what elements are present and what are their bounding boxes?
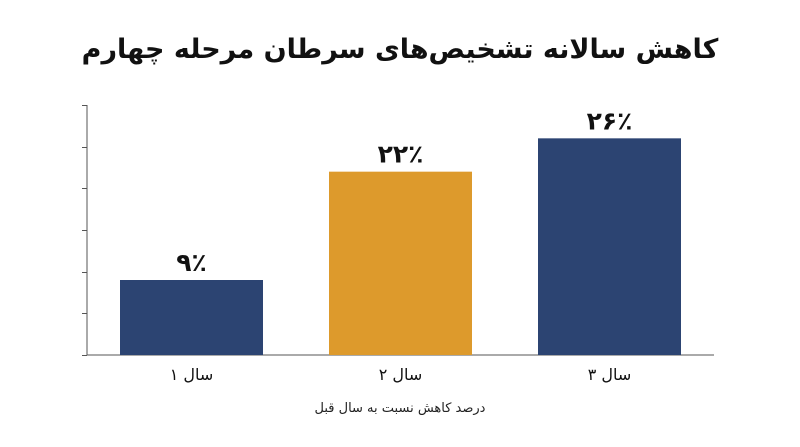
bar	[329, 171, 472, 355]
x-tick-label: سال ۱	[170, 365, 214, 384]
bar-value-label: ۹٪	[176, 248, 207, 277]
x-tick-label: سال ۳	[588, 365, 632, 384]
chart-bars	[120, 138, 681, 355]
x-axis-label: درصد کاهش نسبت به سال قبل	[314, 401, 486, 416]
chart-labels: ۹٪ سال ۱ ۲۲٪ سال ۲ ۲۶٪ سال ۳	[170, 106, 633, 384]
bar-value-label: ۲۶٪	[587, 106, 633, 135]
chart-title: کاهش سالانه تشخیص‌های سرطان مرحله چهارم	[81, 34, 719, 65]
bar-value-label: ۲۲٪	[378, 140, 424, 169]
bar	[120, 280, 263, 355]
bar	[538, 138, 681, 355]
x-tick-label: سال ۲	[379, 365, 423, 384]
